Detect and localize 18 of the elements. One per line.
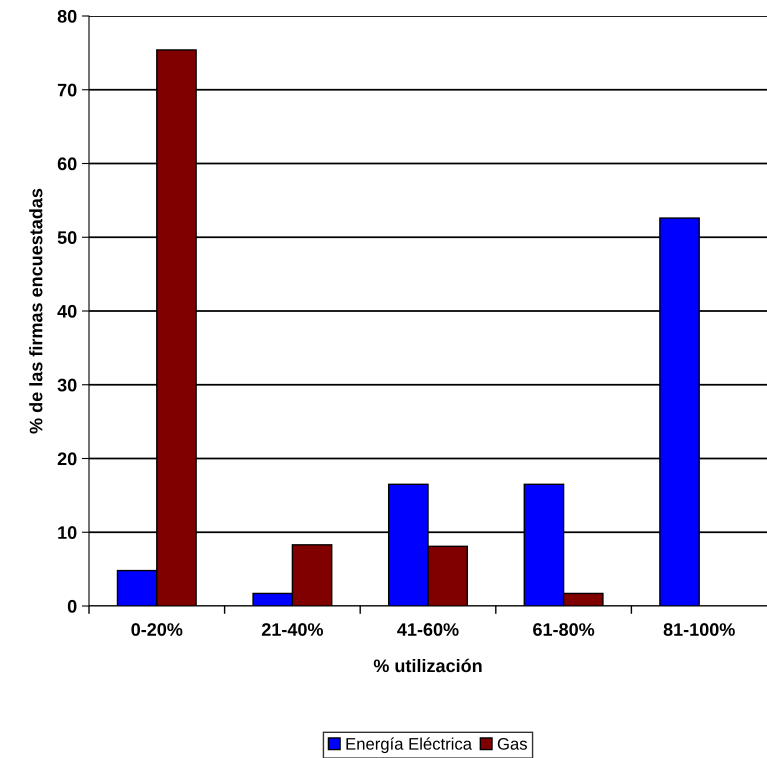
- x-tick-label: 61-80%: [533, 623, 594, 636]
- x-tick-label: 81-100%: [664, 623, 735, 636]
- y-tick-label: 40: [57, 304, 76, 318]
- x-tick-label: 21-40%: [262, 623, 324, 636]
- legend-label: Energía Eléctrica: [346, 737, 472, 754]
- y-tick-label: 30: [58, 378, 76, 392]
- y-tick-label: 20: [58, 452, 76, 466]
- y-tick-label: 60: [58, 157, 76, 170]
- legend-label: Gas: [498, 738, 527, 750]
- y-tick-label: 80: [58, 10, 76, 23]
- x-tick-label: 41-60%: [397, 623, 459, 636]
- y-tick-label: 10: [58, 526, 76, 539]
- y-tick-label: 70: [58, 84, 76, 96]
- y-tick-label: 0: [68, 600, 76, 613]
- x-axis-title: % utilización: [374, 658, 482, 672]
- x-tick-label: 0-20%: [131, 623, 182, 636]
- y-axis-title: % de las firmas encuestadas: [29, 188, 42, 434]
- y-tick-label: 50: [58, 231, 76, 244]
